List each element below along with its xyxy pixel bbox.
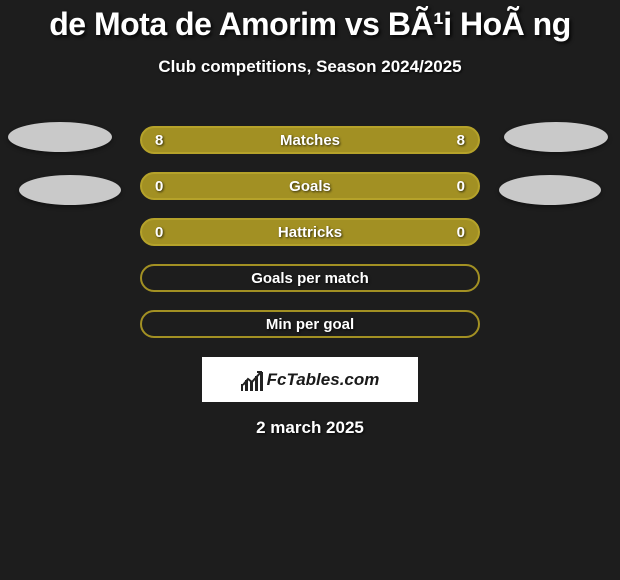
player-ellipse <box>19 175 121 205</box>
stat-value-right: 8 <box>457 132 465 149</box>
stat-value-left: 8 <box>155 132 163 149</box>
stat-label: Goals per match <box>251 270 369 287</box>
stat-label: Hattricks <box>278 224 342 241</box>
stat-value-left: 0 <box>155 224 163 241</box>
stat-bar: Min per goal <box>140 310 480 338</box>
stat-value-right: 0 <box>457 178 465 195</box>
stat-bar: 8 Matches 8 <box>140 126 480 154</box>
stat-row: Min per goal <box>0 301 620 347</box>
logo-box[interactable]: FcTables.com <box>202 357 418 402</box>
stat-row: Goals per match <box>0 255 620 301</box>
date-label: 2 march 2025 <box>0 418 620 438</box>
stat-bar: Goals per match <box>140 264 480 292</box>
subtitle: Club competitions, Season 2024/2025 <box>0 57 620 77</box>
page-title: de Mota de Amorim vs BÃ¹i HoÃ ng <box>0 0 620 43</box>
stats-container: 8 Matches 8 0 Goals 0 0 Hattricks 0 Goals per mat… <box>0 117 620 347</box>
stat-label: Matches <box>280 132 340 149</box>
stat-bar: 0 Goals 0 <box>140 172 480 200</box>
stat-value-left: 0 <box>155 178 163 195</box>
stat-value-right: 0 <box>457 224 465 241</box>
chart-icon <box>241 369 263 391</box>
player-ellipse <box>499 175 601 205</box>
stat-label: Goals <box>289 178 331 195</box>
stat-label: Min per goal <box>266 316 354 333</box>
player-ellipse <box>8 122 112 152</box>
logo-text: FcTables.com <box>267 370 380 390</box>
stat-row: 0 Hattricks 0 <box>0 209 620 255</box>
player-ellipse <box>504 122 608 152</box>
stat-bar: 0 Hattricks 0 <box>140 218 480 246</box>
